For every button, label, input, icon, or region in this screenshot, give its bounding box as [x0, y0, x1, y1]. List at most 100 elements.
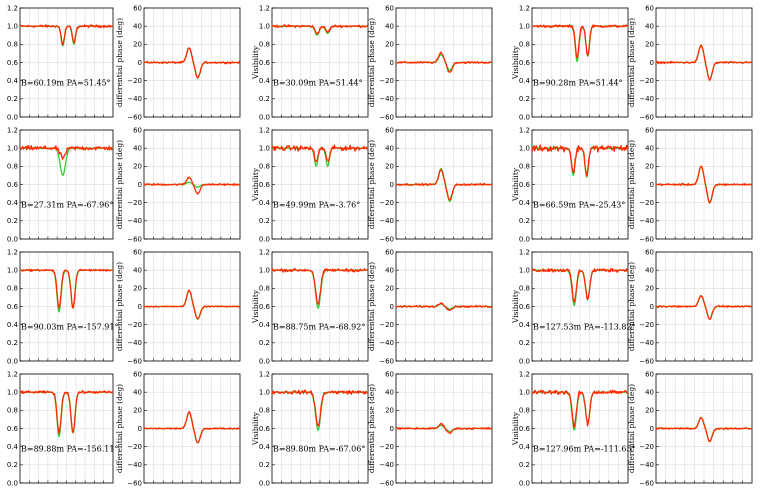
vis-ytick-label: 1.0	[259, 145, 270, 153]
phase-ytick-label: 20	[385, 41, 394, 49]
vis-ytick-label: 0.6	[7, 425, 19, 433]
phase-axis-label: differential phase (deg)	[367, 384, 376, 473]
phase-ytick-label: −20	[379, 443, 394, 451]
phase-ytick-label: 0	[650, 425, 654, 433]
phase-ytick-label: −20	[639, 443, 654, 451]
phase-ytick-label: −40	[639, 217, 654, 225]
vis-ytick-label: 0.2	[519, 339, 530, 347]
vis-ytick-label: 0.8	[7, 285, 18, 293]
phase-ytick-label: −40	[639, 95, 654, 103]
vis-ytick-label: 0.2	[7, 217, 18, 225]
phase-ytick-label: 0	[650, 303, 654, 311]
phase-ytick-label: −20	[379, 321, 394, 329]
observed-phase-line	[396, 169, 492, 201]
phase-ytick-label: 20	[133, 407, 142, 415]
visibility-panel: 0.0 0.2 0.4 0.6 0.8 1.0 1.2 B=90.03m PA=-157.91…	[7, 248, 119, 365]
vis-ytick-label: 0.2	[7, 461, 18, 469]
phase-ytick-label: −60	[639, 479, 654, 487]
vis-frame	[271, 251, 369, 362]
vis-ytick-label: 1.2	[259, 126, 270, 134]
phase-curves	[144, 410, 240, 444]
vis-ytick-label: 0.6	[7, 181, 19, 189]
phase-axis-label: differential phase (deg)	[627, 384, 636, 473]
phase-ytick-label: 60	[133, 248, 142, 256]
phase-ytick-label: −60	[379, 113, 394, 121]
visibility-panel: 0.0 0.2 0.4 0.6 0.8 1.0 1.2 B=66.59m PA=-25.43°…	[511, 126, 629, 243]
phase-curves	[144, 289, 240, 320]
vis-frame	[19, 7, 114, 118]
phase-ytick-label: 0	[650, 181, 654, 189]
vis-ytick-label: 0.2	[519, 461, 530, 469]
phase-ytick-label: 60	[133, 126, 142, 134]
visibility-axis-label: Visibility	[511, 289, 520, 324]
vis-ytick-label: 0.2	[259, 217, 270, 225]
phase-ytick-label: 60	[385, 370, 394, 378]
phase-ytick-label: −60	[127, 357, 142, 365]
visibility-panel: 0.0 0.2 0.4 0.6 0.8 1.0 1.2 B=90.28m PA=51.44° V…	[511, 4, 629, 121]
phase-curves	[396, 422, 492, 435]
phase-ytick-label: 0	[650, 59, 654, 67]
visibility-curves	[532, 268, 628, 306]
phase-ytick-label: 0	[390, 303, 394, 311]
vis-ytick-label: 0.4	[259, 321, 271, 329]
observed-visibility-line	[272, 24, 368, 35]
observed-phase-line	[396, 51, 492, 73]
vis-ytick-label: 0.6	[259, 59, 271, 67]
phase-ytick-label: −60	[639, 235, 654, 243]
phase-curves	[396, 302, 492, 311]
baseline-label: B=90.28m PA=51.44°	[533, 78, 623, 87]
baseline-label: B=49.99m PA=-3.76°	[273, 200, 360, 209]
vis-ytick-label: 0.0	[7, 479, 18, 487]
phase-ytick-label: −60	[127, 479, 142, 487]
phase-panel: −60 −40 −20 0 20 40 60 differential phase (deg)	[627, 4, 753, 121]
vis-ytick-label: 0.4	[259, 77, 271, 85]
visibility-curves	[272, 144, 368, 167]
vis-ytick-label: 1.0	[519, 267, 530, 275]
visibility-panel: 0.0 0.2 0.4 0.6 0.8 1.0 1.2 B=89.88m PA=-156.11…	[7, 370, 119, 487]
phase-ytick-label: 60	[385, 4, 394, 12]
observed-visibility-line	[532, 268, 628, 303]
observed-phase-line	[656, 165, 752, 204]
phase-ytick-label: 20	[645, 285, 654, 293]
observed-phase-line	[144, 289, 240, 320]
observed-phase-line	[396, 422, 492, 435]
phase-panel: −60 −40 −20 0 20 40 60 differential phase (deg)	[115, 126, 241, 243]
phase-axis-label: differential phase (deg)	[367, 18, 376, 107]
vis-ytick-label: 0.2	[259, 339, 270, 347]
vis-ytick-label: 1.2	[519, 4, 530, 12]
phase-ytick-label: −60	[639, 357, 654, 365]
vis-frame	[531, 7, 629, 118]
phase-ytick-label: 20	[385, 285, 394, 293]
observed-visibility-line	[20, 389, 113, 434]
phase-curves	[144, 176, 240, 195]
phase-ytick-label: 40	[133, 145, 142, 153]
phase-ytick-label: −40	[127, 217, 142, 225]
vis-frame	[271, 373, 369, 484]
vis-ytick-label: 1.0	[7, 23, 18, 31]
phase-curves	[656, 165, 752, 204]
vis-frame	[19, 373, 114, 484]
visibility-curves	[272, 389, 368, 431]
vis-ytick-label: 0.0	[519, 357, 530, 365]
vis-ytick-label: 0.2	[259, 95, 270, 103]
visibility-axis-label: Visibility	[251, 411, 260, 446]
vis-ytick-label: 0.6	[7, 303, 19, 311]
visibility-curves	[532, 389, 628, 431]
phase-ytick-label: 20	[645, 41, 654, 49]
vis-ytick-label: 0.8	[519, 41, 530, 49]
visibility-panel: 0.0 0.2 0.4 0.6 0.8 1.0 1.2 B=49.99m PA=-3.76° V…	[251, 126, 369, 243]
vis-ytick-label: 0.4	[519, 443, 531, 451]
vis-ytick-label: 1.2	[7, 370, 18, 378]
phase-ytick-label: −40	[127, 461, 142, 469]
phase-ytick-label: 0	[390, 181, 394, 189]
vis-ytick-label: 0.4	[7, 77, 19, 85]
observed-phase-line	[144, 47, 240, 79]
phase-ytick-label: −60	[127, 113, 142, 121]
visibility-axis-label: Visibility	[251, 289, 260, 324]
phase-ytick-label: 20	[133, 285, 142, 293]
baseline-label: B=89.88m PA=-156.11°	[21, 444, 118, 453]
visibility-axis-label: Visibility	[511, 411, 520, 446]
phase-ytick-label: 40	[385, 389, 394, 397]
phase-panel: −60 −40 −20 0 20 40 60 differential phase (deg)	[627, 126, 753, 243]
vis-ytick-label: 0.0	[7, 113, 18, 121]
